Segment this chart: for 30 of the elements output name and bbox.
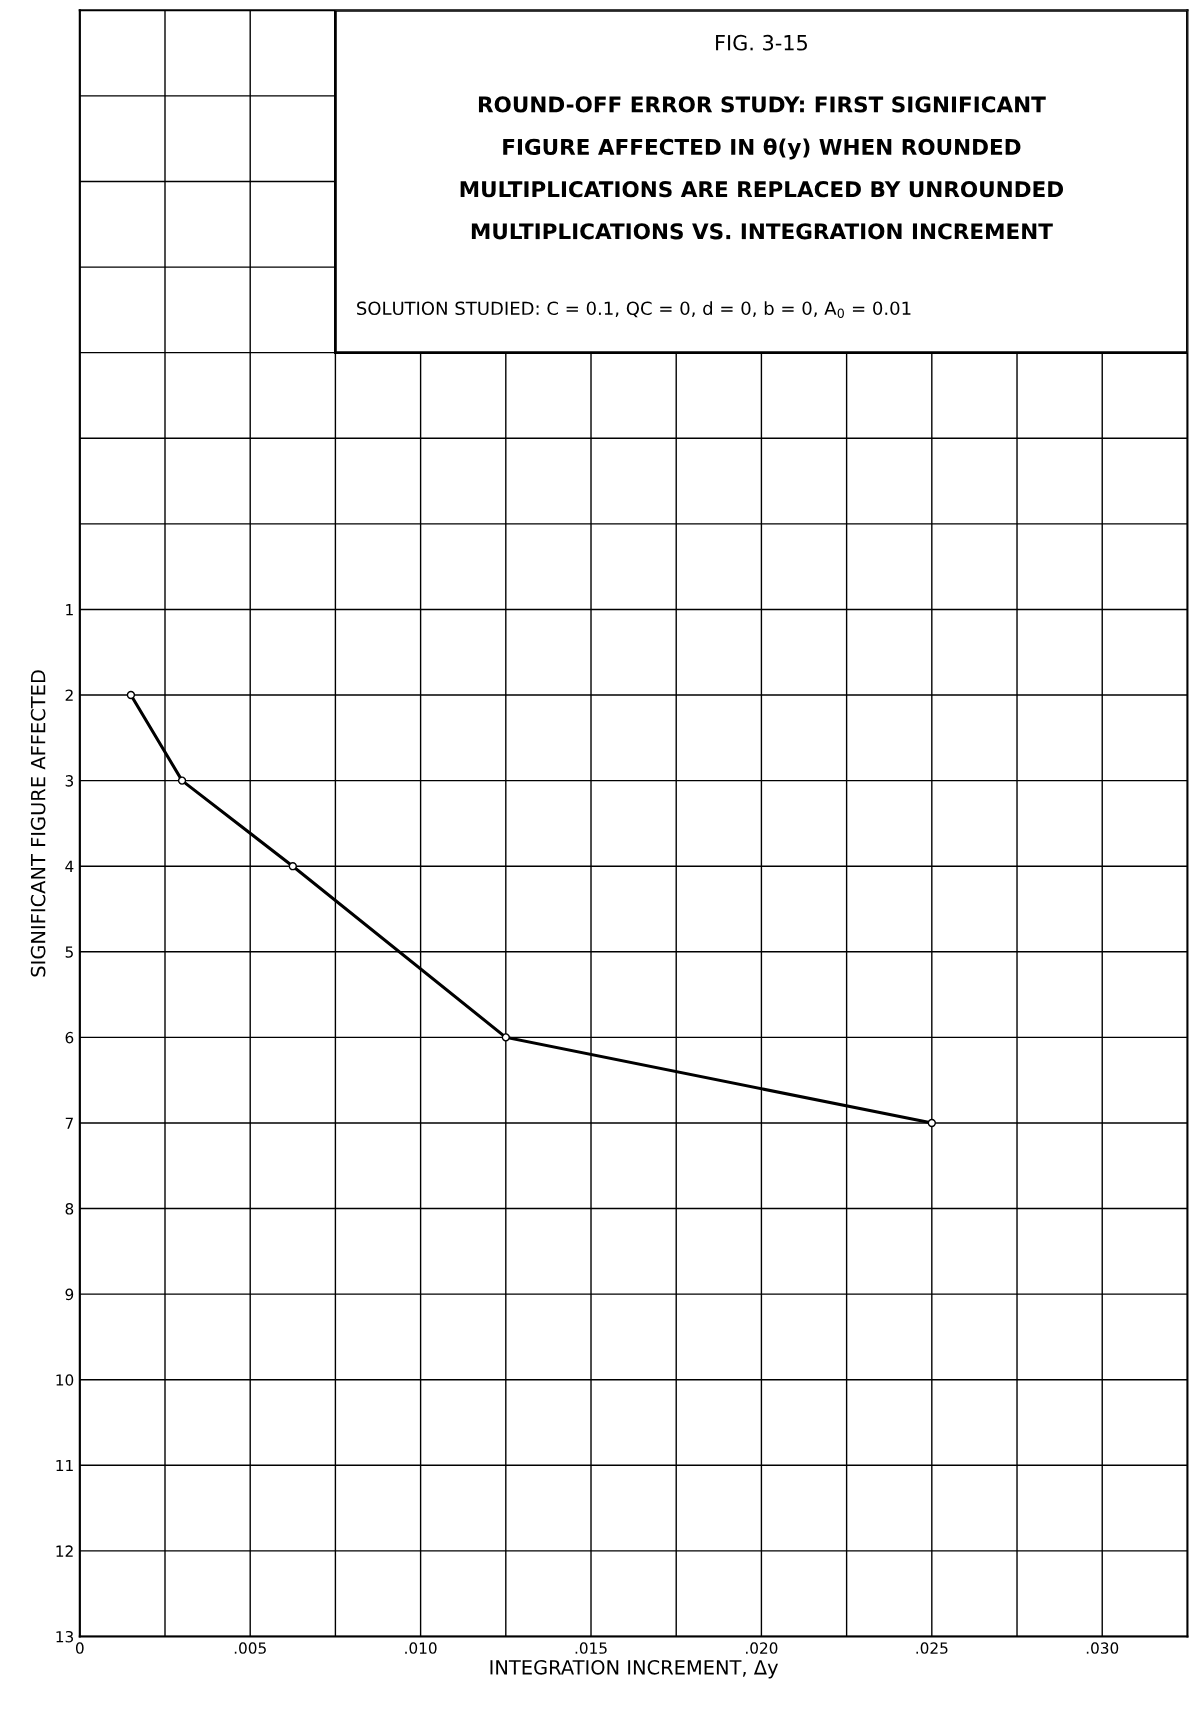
y-tick-label: 11 <box>56 1459 73 1472</box>
x-tick-label: .030 <box>1086 1642 1119 1654</box>
point <box>126 690 136 700</box>
y-tick-label: 13 <box>56 1630 74 1643</box>
x-tick-label: .010 <box>405 1642 437 1654</box>
x-tick-label: 0 <box>75 1642 84 1654</box>
text: ROUND-OFF ERROR STUDY: FIRST SIGNIFICANT FIGURE AFFECTED IN θ(y) WHEN ROUNDED MULTIPLICATIONS ARE REPLACED BY UNROUNDED MULTIPLICATIONS VS. INTEGRATION INCREMENT <box>460 96 1064 240</box>
x-tick-label: .020 <box>746 1642 778 1654</box>
y-tick-label: 10 <box>56 1374 74 1386</box>
y-tick-label: 6 <box>65 1031 74 1044</box>
y-tick-label: 12 <box>56 1545 73 1557</box>
y-tick-label: 1 <box>66 604 73 616</box>
x-tick-label: .005 <box>234 1642 266 1654</box>
y-tick-label: 9 <box>65 1288 74 1301</box>
point <box>501 1033 510 1042</box>
y-tick-label: 7 <box>65 1117 73 1129</box>
point <box>177 776 187 785</box>
annotation: FIG. 3-15 <box>716 34 807 51</box>
text: SOLUTION STUDIED: C = 0.1, QC = 0, d = 0, b = 0, A$_{0}$ = 0.01 <box>357 301 911 318</box>
y-tick-label: 4 <box>65 860 74 872</box>
point <box>927 1118 936 1128</box>
x-tick-label: .015 <box>575 1642 607 1654</box>
y-tick-label: 8 <box>65 1203 74 1215</box>
y-tick-label: 3 <box>65 775 74 787</box>
x-axis-title: INTEGRATION INCREMENT, Δy <box>490 1659 779 1679</box>
point <box>288 862 297 871</box>
y-axis-title: SIGNIFICANT FIGURE AFFECTED <box>30 670 46 977</box>
x-tick-label: .025 <box>916 1642 948 1654</box>
y-tick-label: 5 <box>65 946 73 958</box>
y-tick-label: 2 <box>65 689 73 701</box>
